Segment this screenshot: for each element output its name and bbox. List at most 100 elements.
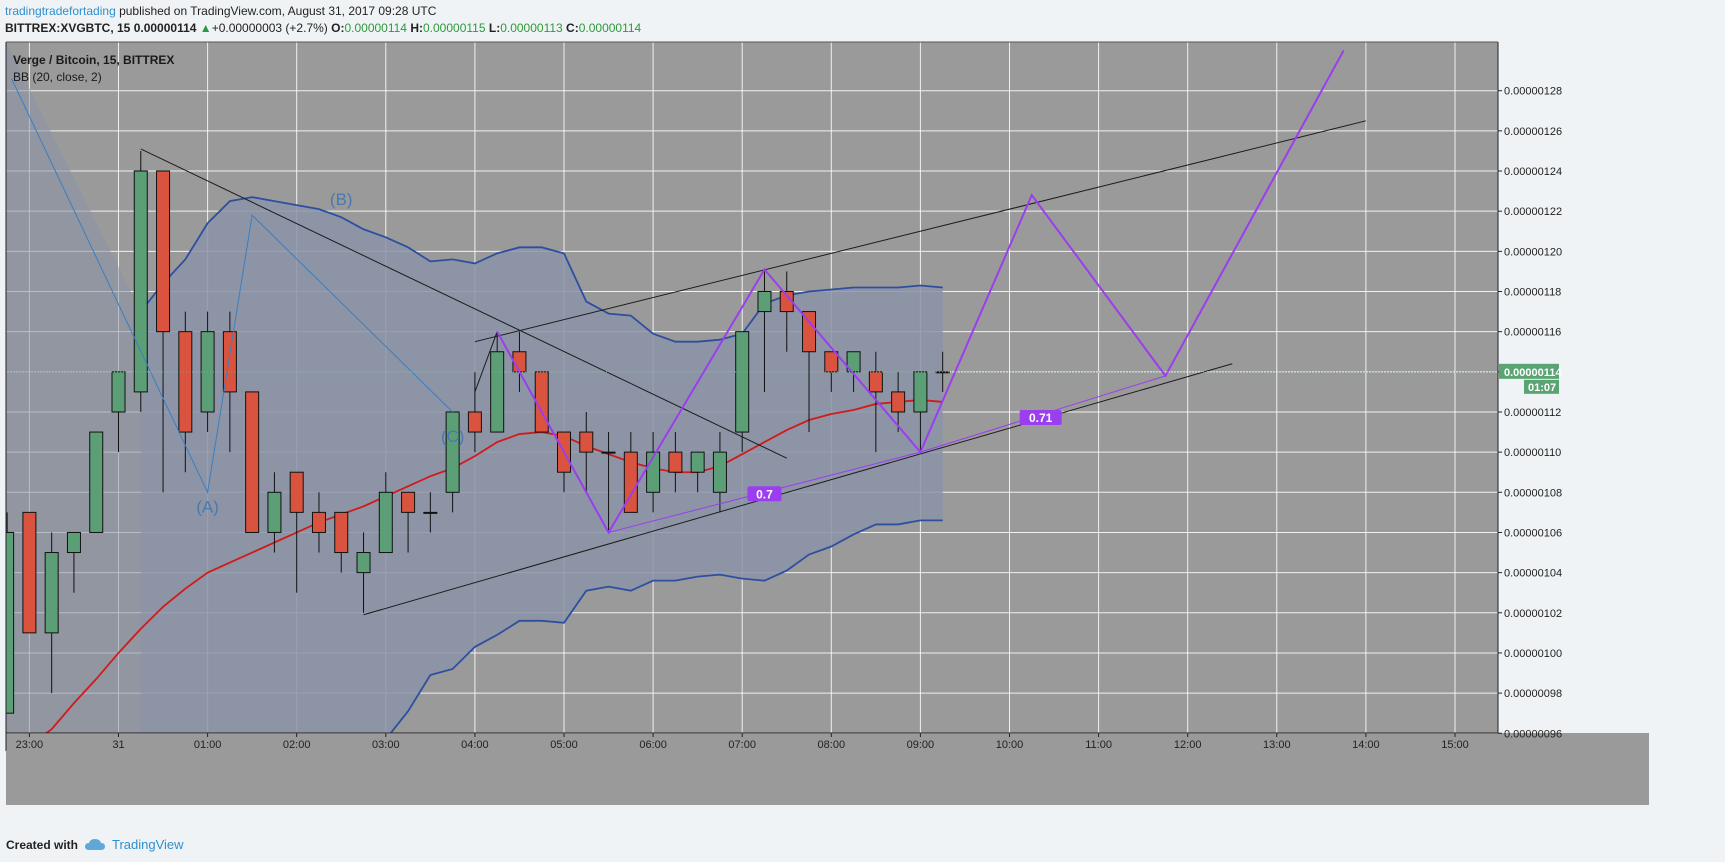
- candle-down[interactable]: [868, 371, 883, 393]
- author-link[interactable]: tradingtradefortading: [5, 4, 116, 18]
- ratio-label-box: [1019, 410, 1062, 426]
- tradingview-brand-link[interactable]: TradingView: [112, 837, 184, 852]
- time-tick-label: 11:00: [1085, 739, 1112, 751]
- time-tick-label: 05:00: [550, 739, 578, 751]
- candle-up[interactable]: [712, 451, 727, 493]
- candle-down[interactable]: [467, 411, 482, 433]
- candle-up[interactable]: [111, 371, 126, 413]
- bollinger-bands: [6, 42, 943, 733]
- candle-up[interactable]: [490, 351, 505, 433]
- bollinger-lower-line: [389, 519, 943, 733]
- created-with-label: Created with: [6, 837, 79, 852]
- trend-line[interactable]: [363, 363, 1233, 616]
- price-tick-label: 0.00000122: [1504, 206, 1562, 218]
- price-tick-label: 0.00000096: [1504, 728, 1562, 740]
- time-axis[interactable]: 23:00 31 01:00 02:00 03:00 04:00 05:00 06:00 07:…: [5, 41, 1649, 752]
- price-tick-label: 0.00000104: [1504, 568, 1562, 580]
- candle-up[interactable]: [267, 491, 282, 533]
- candle-up[interactable]: [89, 431, 104, 533]
- candle-down[interactable]: [245, 391, 260, 533]
- candle-up[interactable]: [757, 291, 772, 313]
- time-tick-label: 06:00: [639, 739, 667, 751]
- ratio-label: 0.7: [756, 487, 773, 501]
- price-tick-label: 0.00000128: [1504, 86, 1562, 98]
- close-label: C:: [566, 21, 579, 35]
- candles[interactable]: [1, 150, 950, 714]
- high-value: 0.00000115: [423, 21, 486, 35]
- candle-up[interactable]: [735, 331, 750, 433]
- candle-down[interactable]: [178, 331, 193, 433]
- bollinger-basis-line: [44, 399, 943, 733]
- price-axis[interactable]: 0.00000096 0.00000098 0.00000100 0.00000102…: [1497, 42, 1649, 740]
- time-tick-label: 01:00: [194, 739, 222, 751]
- candle-up[interactable]: [356, 552, 371, 574]
- price-tick-label: 0.00000106: [1504, 527, 1562, 539]
- price-tick-label: 0.00000112: [1504, 407, 1561, 419]
- candle-up[interactable]: [913, 371, 928, 413]
- candle-up[interactable]: [445, 411, 460, 493]
- published-text: published on TradingView.com, August 31,…: [115, 4, 437, 18]
- candle-down[interactable]: [824, 351, 839, 373]
- candle-up[interactable]: [846, 351, 861, 373]
- projection-wave-line[interactable]: [496, 50, 1345, 535]
- candle-down[interactable]: [779, 291, 794, 313]
- candle-up[interactable]: [423, 511, 438, 514]
- symbol-info-line: BITTREX:XVGBTC, 15 0.00000114 ▲+0.000000…: [5, 21, 641, 35]
- trend-line[interactable]: [474, 331, 498, 393]
- time-tick-label: 13:00: [1263, 739, 1291, 751]
- low-label: L:: [488, 21, 501, 35]
- candle-up[interactable]: [378, 491, 393, 554]
- countdown-label: 01:07: [1528, 382, 1556, 394]
- trend-line[interactable]: [474, 120, 1367, 343]
- candle-up[interactable]: [1, 531, 15, 714]
- candle-down[interactable]: [289, 471, 304, 513]
- candle-down[interactable]: [401, 491, 416, 513]
- candle-down[interactable]: [156, 170, 171, 333]
- price-tick-label: 0.00000100: [1504, 648, 1562, 660]
- footer: Created with TradingView: [6, 837, 184, 852]
- candle-up[interactable]: [66, 531, 81, 554]
- wave-label: (B): [330, 190, 353, 209]
- trend-line[interactable]: [140, 148, 787, 459]
- candle-down[interactable]: [668, 451, 683, 473]
- candle-down[interactable]: [22, 511, 37, 634]
- bollinger-upper-line: [140, 196, 943, 343]
- bollinger-band-fill-left: [6, 42, 141, 733]
- candle-up[interactable]: [690, 451, 705, 473]
- ratio-label-box: [747, 486, 782, 502]
- chart-legend: Verge / Bitcoin, 15, BITTREX BB (20, clo…: [13, 53, 174, 84]
- time-tick-label: 23:00: [16, 739, 44, 751]
- price-tick-label: 0.00000108: [1504, 487, 1562, 499]
- candle-down[interactable]: [802, 311, 817, 353]
- symbol-name: BITTREX:XVGBTC, 15: [5, 21, 131, 35]
- time-tick-label: 31: [112, 739, 124, 751]
- legend-title: Verge / Bitcoin, 15, BITTREX: [13, 53, 174, 67]
- open-label: O:: [331, 21, 345, 35]
- time-tick-label: 09:00: [907, 739, 935, 751]
- price-tick-label: 0.00000120: [1504, 246, 1562, 258]
- open-value: 0.00000114: [344, 21, 407, 35]
- candle-down[interactable]: [891, 391, 906, 413]
- last-price-badge-label: 0.00000114: [1504, 367, 1562, 379]
- time-tick-label: 02:00: [283, 739, 311, 751]
- candle-down[interactable]: [311, 511, 326, 533]
- time-tick-label: 10:00: [996, 739, 1024, 751]
- candle-up[interactable]: [44, 552, 59, 634]
- drawing-overlays[interactable]: (A) (B) (C) 0.7 0.71: [6, 50, 1498, 616]
- abc-wave-line[interactable]: [11, 78, 453, 494]
- candle-down[interactable]: [334, 511, 349, 554]
- price-axis-background: [1498, 42, 1649, 733]
- price-tick-label: 0.00000110: [1504, 447, 1561, 459]
- candle-down[interactable]: [579, 431, 594, 453]
- time-tick-label: 14:00: [1352, 739, 1380, 751]
- wave-label: (A): [196, 497, 219, 516]
- price-tick-label: 0.00000098: [1504, 688, 1562, 700]
- up-arrow-icon: ▲: [199, 21, 212, 35]
- candle-up[interactable]: [601, 451, 616, 454]
- candle-up[interactable]: [133, 170, 148, 393]
- bollinger-band-fill: [140, 197, 943, 733]
- price-tick-label: 0.00000118: [1504, 287, 1561, 299]
- last-price: 0.00000114: [133, 21, 197, 35]
- high-label: H:: [410, 21, 423, 35]
